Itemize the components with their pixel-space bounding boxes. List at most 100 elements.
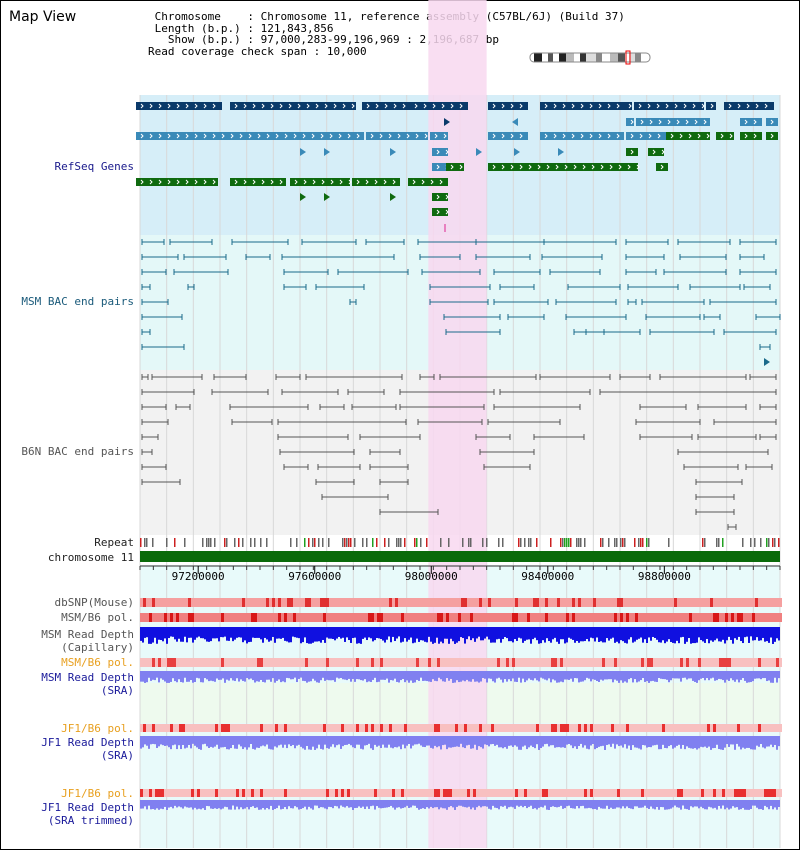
jf1-b6-pol-heat — [521, 724, 524, 732]
track-label-refseq[interactable]: RefSeq Genes — [54, 160, 134, 173]
jf1-depth-sra-bar — [516, 736, 518, 747]
gene-strand-arrow — [580, 103, 584, 109]
msm-b6-pol-heat-2 — [143, 658, 146, 667]
jf1-depth-trimmed-bar — [358, 800, 360, 807]
track-label-msm-b6-pol-2[interactable]: MSM/B6 pol. — [61, 656, 134, 669]
track-label-jf1-depth-trim[interactable]: JF1 Read Depth — [41, 801, 134, 814]
gene-strand-arrow — [697, 133, 701, 139]
msm-depth-capillary-bar — [706, 627, 708, 639]
msm-depth-sra-bar — [216, 671, 218, 679]
track-label-jf1-b6-pol-1[interactable]: JF1/B6 pol. — [61, 722, 134, 735]
msm-depth-sra-bar — [532, 671, 534, 681]
dbsnp-heat — [698, 598, 701, 607]
track-label-b6n-bac[interactable]: B6N BAC end pairs — [21, 445, 134, 458]
gene-strand-arrow — [257, 133, 261, 139]
msm-b6-pol-heat — [239, 613, 242, 622]
jf1-depth-sra-bar — [180, 736, 182, 750]
dbsnp-heat — [665, 598, 668, 607]
track-label-jf1-depth-sra[interactable]: JF1 Read Depth — [41, 736, 134, 749]
track-label-repeat[interactable]: Repeat — [94, 536, 134, 549]
msm-depth-capillary-bar — [418, 627, 420, 642]
msm-depth-capillary-bar — [776, 627, 778, 639]
msm-b6-pol-heat — [548, 613, 551, 622]
msm-b6-pol-heat — [518, 613, 521, 622]
msm-depth-sra-bar — [676, 671, 678, 679]
msm-b6-pol-heat-2 — [761, 658, 764, 667]
msm-depth-sra-bar — [324, 671, 326, 681]
msm-b6-pol-heat-2 — [629, 658, 632, 667]
msm-b6-pol-heat-2 — [515, 658, 518, 667]
dbsnp-heat — [479, 598, 482, 607]
msm-depth-sra-bar — [140, 671, 142, 682]
jf1-b6-pol-heat-2 — [743, 789, 746, 797]
track-label-msm-bac[interactable]: MSM BAC end pairs — [21, 295, 134, 308]
jf1-b6-pol-heat-2 — [611, 789, 614, 797]
gene-strand-arrow — [176, 179, 180, 185]
gene-strand-arrow — [434, 133, 438, 139]
dbsnp-heat — [515, 598, 518, 607]
jf1-depth-sra-bar — [328, 736, 330, 749]
msm-b6-pol-heat — [689, 613, 692, 622]
msm-depth-capillary-bar — [394, 627, 396, 642]
jf1-b6-pol-heat — [485, 724, 488, 732]
msm-b6-pol-heat-2 — [374, 658, 377, 667]
msm-depth-sra-bar — [724, 671, 726, 683]
track-label-msm-depth-cap[interactable]: MSM Read Depth — [41, 628, 134, 641]
jf1-b6-pol-heat-2 — [203, 789, 206, 797]
track-label-jf1-b6-pol-2[interactable]: JF1/B6 pol. — [61, 787, 134, 800]
jf1-b6-pol-heat-2 — [647, 789, 650, 797]
repeat-mark — [524, 538, 526, 547]
jf1-b6-pol-heat-2 — [344, 789, 347, 797]
msm-b6-pol-heat — [524, 613, 527, 622]
repeat-mark — [250, 538, 252, 547]
track-label-msm-b6-pol-1[interactable]: MSM/B6 pol. — [61, 611, 134, 624]
jf1-b6-pol-heat — [491, 724, 494, 732]
jf1-b6-pol-heat — [155, 724, 158, 732]
msm-depth-sra-bar — [360, 671, 362, 681]
msm-b6-pol-heat-2 — [503, 658, 506, 667]
msm-b6-pol-heat-2 — [254, 658, 257, 667]
track-label-dbsnp[interactable]: dbSNP(Mouse) — [54, 596, 134, 609]
repeat-mark — [290, 538, 292, 547]
jf1-depth-trimmed-bar — [294, 800, 296, 807]
msm-depth-capillary-bar — [578, 627, 580, 643]
msm-depth-capillary-bar — [410, 627, 412, 638]
jf1-b6-pol-heat — [566, 724, 569, 732]
msm-b6-pol-heat — [575, 613, 578, 622]
jf1-depth-trimmed-bar — [346, 800, 348, 807]
msm-b6-pol-heat-2 — [332, 658, 335, 667]
jf1-b6-pol-heat-2 — [170, 789, 173, 797]
msm-depth-sra-bar — [462, 671, 464, 681]
jf1-depth-sra-bar — [494, 736, 496, 746]
msm-b6-pol-heat — [572, 613, 575, 622]
dbsnp-heat — [764, 598, 767, 607]
jf1-depth-trimmed-bar — [724, 800, 726, 810]
msm-b6-pol-heat — [641, 613, 644, 622]
jf1-depth-trimmed-bar — [418, 800, 420, 810]
jf1-depth-trimmed-bar — [638, 800, 640, 808]
jf1-depth-trimmed-bar — [728, 800, 730, 810]
dbsnp-heat — [383, 598, 386, 607]
repeat-mark — [622, 538, 624, 547]
track-label-msm-depth-sra[interactable]: MSM Read Depth — [41, 671, 134, 684]
jf1-depth-sra-bar — [234, 736, 236, 749]
msm-depth-sra-bar — [154, 671, 156, 681]
dbsnp-heat — [368, 598, 371, 607]
jf1-depth-trimmed-bar — [550, 800, 552, 807]
msm-depth-capillary-bar — [238, 627, 240, 638]
msm-depth-sra-bar — [516, 671, 518, 682]
msm-b6-pol-heat — [470, 613, 473, 622]
msm-b6-pol-heat-2 — [308, 658, 311, 667]
gene-strand-arrow — [640, 119, 644, 125]
msm-depth-sra-bar — [268, 671, 270, 680]
jf1-depth-sra-bar — [590, 736, 592, 746]
msm-depth-capillary-bar — [476, 627, 478, 639]
refseq-gene — [634, 102, 704, 110]
msm-depth-sra-bar — [630, 671, 632, 679]
msm-depth-capillary-bar — [756, 627, 758, 638]
msm-depth-capillary-bar — [356, 627, 358, 644]
dbsnp-heat — [545, 598, 548, 607]
jf1-depth-sra-bar — [326, 736, 328, 749]
jf1-depth-sra-bar — [284, 736, 286, 745]
